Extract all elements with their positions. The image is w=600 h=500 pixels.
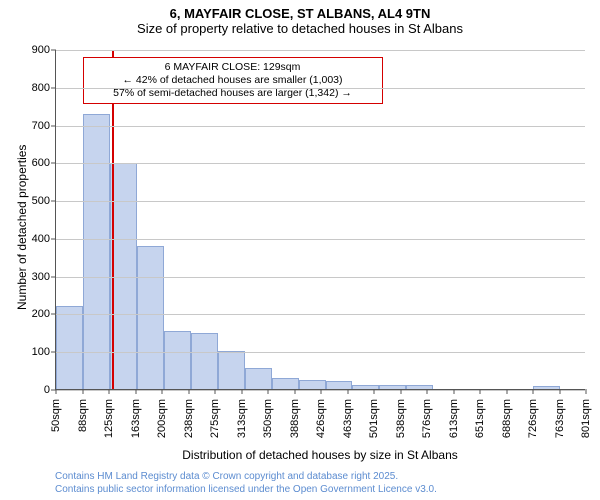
x-tick-mark — [215, 389, 216, 394]
x-tick-mark — [533, 389, 534, 394]
x-tick-mark — [82, 389, 83, 394]
grid-line — [56, 201, 585, 202]
x-tick-mark — [188, 389, 189, 394]
histogram-bar — [191, 333, 218, 390]
x-tick-label: 463sqm — [342, 397, 354, 438]
x-tick-label: 238sqm — [183, 397, 195, 438]
x-tick-label: 388sqm — [289, 397, 301, 438]
footer-line: Contains HM Land Registry data © Crown c… — [55, 471, 600, 484]
x-tick-mark — [268, 389, 269, 394]
annotation-line: 57% of semi-detached houses are larger (… — [90, 87, 376, 100]
y-tick-label: 100 — [32, 346, 56, 358]
x-tick-label: 350sqm — [262, 397, 274, 438]
main-title: 6, MAYFAIR CLOSE, ST ALBANS, AL4 9TN — [0, 6, 600, 21]
x-tick-label: 613sqm — [448, 397, 460, 438]
x-tick-label: 801sqm — [580, 397, 592, 438]
histogram-bar — [245, 368, 272, 389]
histogram-bar — [326, 381, 353, 389]
histogram-bar — [272, 378, 299, 389]
x-axis-label: Distribution of detached houses by size … — [182, 448, 458, 462]
x-tick-label: 50sqm — [50, 397, 62, 432]
x-tick-mark — [135, 389, 136, 394]
histogram-bar — [299, 380, 326, 389]
histogram-bar — [83, 114, 110, 389]
x-tick-mark — [586, 389, 587, 394]
chart: 6 MAYFAIR CLOSE: 129sqm← 42% of detached… — [55, 50, 585, 390]
x-tick-label: 651sqm — [474, 397, 486, 438]
grid-line — [56, 126, 585, 127]
x-tick-label: 426sqm — [315, 397, 327, 438]
y-tick-label: 800 — [32, 82, 56, 94]
histogram-bar — [533, 386, 560, 389]
y-tick-label: 900 — [32, 44, 56, 56]
x-tick-label: 125sqm — [103, 397, 115, 438]
x-tick-mark — [56, 389, 57, 394]
grid-line — [56, 277, 585, 278]
x-tick-label: 313sqm — [236, 397, 248, 438]
x-tick-label: 501sqm — [368, 397, 380, 438]
x-tick-mark — [400, 389, 401, 394]
y-tick-label: 400 — [32, 233, 56, 245]
subtitle: Size of property relative to detached ho… — [0, 21, 600, 36]
x-tick-mark — [374, 389, 375, 394]
x-tick-label: 688sqm — [501, 397, 513, 438]
x-tick-mark — [347, 389, 348, 394]
histogram-bar — [56, 306, 83, 389]
y-tick-label: 200 — [32, 308, 56, 320]
footer-line: Contains public sector information licen… — [55, 484, 600, 497]
y-axis-label: Number of detached properties — [15, 145, 29, 310]
x-tick-label: 275sqm — [209, 397, 221, 438]
x-tick-mark — [506, 389, 507, 394]
grid-line — [56, 239, 585, 240]
x-tick-mark — [109, 389, 110, 394]
histogram-bar — [406, 385, 433, 389]
annotation-line: 6 MAYFAIR CLOSE: 129sqm — [90, 61, 376, 74]
x-tick-label: 88sqm — [77, 397, 89, 432]
grid-line — [56, 163, 585, 164]
annotation-box: 6 MAYFAIR CLOSE: 129sqm← 42% of detached… — [83, 57, 383, 104]
grid-line — [56, 50, 585, 51]
x-tick-mark — [559, 389, 560, 394]
x-tick-mark — [162, 389, 163, 394]
x-tick-mark — [321, 389, 322, 394]
y-tick-label: 500 — [32, 195, 56, 207]
x-tick-mark — [480, 389, 481, 394]
histogram-bar — [352, 385, 379, 389]
x-tick-label: 200sqm — [156, 397, 168, 438]
plot-area: 6 MAYFAIR CLOSE: 129sqm← 42% of detached… — [55, 50, 585, 390]
x-tick-mark — [294, 389, 295, 394]
histogram-bar — [164, 331, 191, 389]
x-tick-label: 163sqm — [130, 397, 142, 438]
x-tick-mark — [427, 389, 428, 394]
grid-line — [56, 352, 585, 353]
y-tick-label: 300 — [32, 271, 56, 283]
title-area: 6, MAYFAIR CLOSE, ST ALBANS, AL4 9TN Siz… — [0, 0, 600, 36]
x-tick-label: 726sqm — [527, 397, 539, 438]
y-tick-label: 0 — [44, 384, 56, 396]
footer: Contains HM Land Registry data © Crown c… — [0, 471, 600, 500]
grid-line — [56, 88, 585, 89]
x-tick-mark — [241, 389, 242, 394]
annotation-line: ← 42% of detached houses are smaller (1,… — [90, 74, 376, 87]
x-tick-label: 763sqm — [554, 397, 566, 438]
histogram-bar — [379, 385, 406, 389]
x-tick-label: 538sqm — [395, 397, 407, 438]
y-tick-label: 700 — [32, 120, 56, 132]
x-tick-mark — [453, 389, 454, 394]
grid-line — [56, 314, 585, 315]
x-tick-label: 576sqm — [421, 397, 433, 438]
y-tick-label: 600 — [32, 157, 56, 169]
histogram-bar — [218, 351, 245, 389]
histogram-bar — [137, 246, 164, 389]
